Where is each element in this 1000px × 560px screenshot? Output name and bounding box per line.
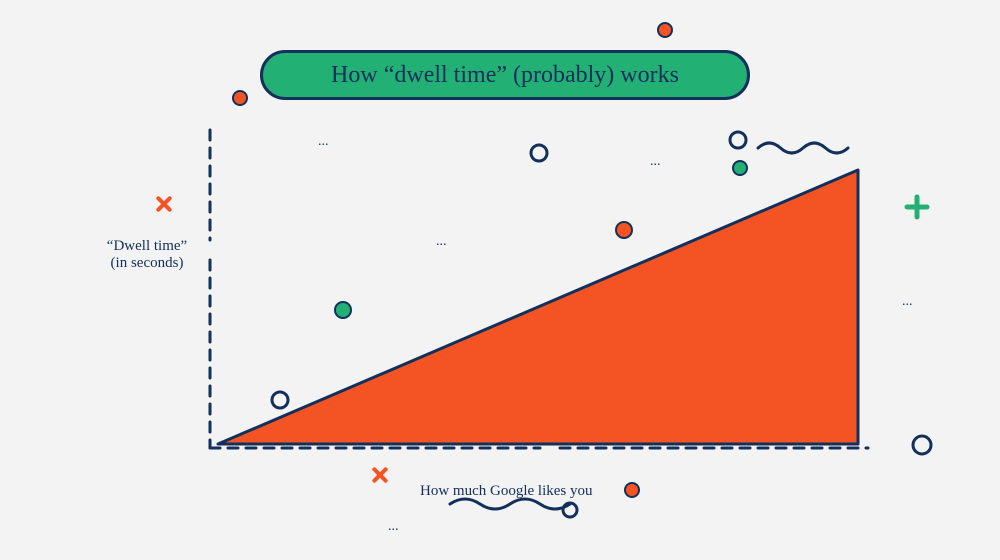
ring-icon [531,145,547,161]
y-axis-label-line2: (in seconds) [92,255,202,272]
chart-triangle [218,170,858,444]
ellipsis-mark: ... [388,520,399,534]
ring-icon [730,132,746,148]
ellipsis-mark: ... [902,295,913,309]
ellipsis-mark: ... [650,155,661,169]
dot-icon [616,222,632,238]
y-axis-label: “Dwell time” (in seconds) [92,238,202,273]
infographic-canvas: How “dwell time” (probably) works “Dwell… [0,0,1000,560]
ellipsis-mark: ... [436,235,447,249]
title-pill: How “dwell time” (probably) works [260,50,750,100]
x-mark-icon [369,464,392,487]
dot-icon [658,23,672,37]
ring-icon [913,436,931,454]
squiggle-icon [758,143,848,153]
dot-icon [335,302,351,318]
ellipsis-mark: ... [318,135,329,149]
title-text: How “dwell time” (probably) works [331,62,679,89]
x-axis-label-text: How much Google likes you [420,483,592,499]
dot-icon [733,161,747,175]
x-mark-icon [153,193,176,216]
y-axis-label-line1: “Dwell time” [92,238,202,255]
ring-icon [272,392,288,408]
squiggle-icon [450,499,570,509]
x-axis-label: How much Google likes you [420,483,592,500]
dot-icon [233,91,247,105]
dot-icon [625,483,639,497]
plus-mark-icon [907,197,927,217]
